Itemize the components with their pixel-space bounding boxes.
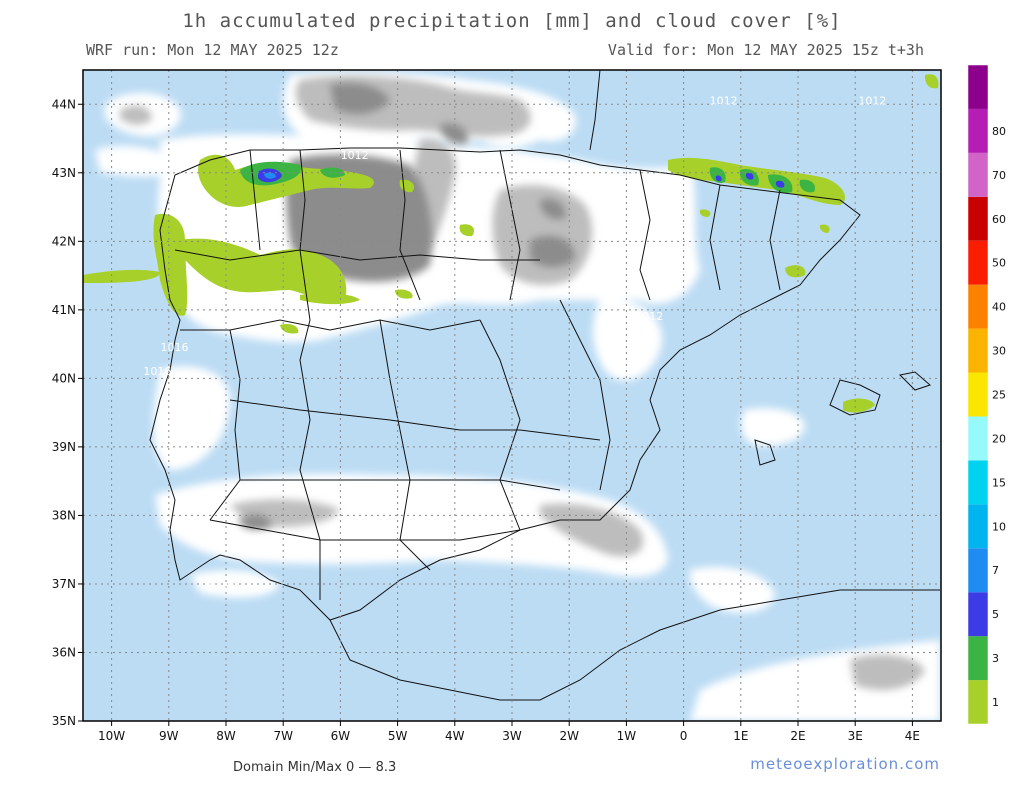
colorbar-segment [968,592,988,637]
colorbar-label: 40 [992,301,1006,314]
colorbar-segment [968,284,988,329]
lat-tick-label: 42N [52,234,76,248]
lat-tick-label: 41N [52,303,76,317]
colorbar-segment [968,504,988,549]
isobar-label: 1012 [710,94,738,107]
isobar-label: 1016 [143,365,171,378]
colorbar-label: 30 [992,345,1006,358]
site-link[interactable]: meteoexploration.com [750,755,940,773]
isobar-label: 1012 [858,94,886,107]
isobar-label: 1016 [161,341,189,354]
lon-tick-label: 0 [680,729,688,743]
domain-minmax-label: Domain Min/Max 0 — 8.3 [233,760,397,775]
valid-time-label: Valid for: Mon 12 MAY 2025 15z t+3h [607,41,924,59]
lat-tick-label: 36N [52,645,76,659]
lon-tick-label: 1E [733,729,748,743]
colorbar-segment [968,152,988,197]
colorbar-segment [968,108,988,153]
lat-tick-label: 35N [52,714,76,728]
colorbar-segment [968,240,988,285]
lon-tick-label: 2W [559,729,579,743]
lat-tick-label: 39N [52,440,76,454]
map-title: 1h accumulated precipitation [mm] and cl… [182,10,842,32]
colorbar-label: 20 [992,432,1006,445]
colorbar-label: 70 [992,169,1006,182]
lon-tick-label: 2E [790,729,805,743]
colorbar-label: 80 [992,125,1006,138]
lat-tick-label: 38N [52,508,76,522]
graticule [83,70,941,721]
colorbar-segment [968,372,988,417]
isobar-label: 1012 [635,310,663,323]
colorbar-segment [968,416,988,461]
colorbar-label: 5 [992,608,999,621]
colorbar-segment [968,548,988,593]
colorbar-segment [968,65,988,109]
lat-tick-label: 43N [52,166,76,180]
colorbar-label: 3 [992,652,999,665]
colorbar-segment [968,680,988,724]
colorbar-label: 25 [992,389,1006,402]
lon-tick-label: 8W [216,729,236,743]
model-run-label: WRF run: Mon 12 MAY 2025 12z [86,41,339,59]
precipitation-colorbar: 1 3 5 7 10 15 20 25 30 40 50 60 70 80 [967,64,1006,725]
latitude-axis: 35N 36N 37N 38N 39N 40N 41N 42N 43N 44N [52,97,83,728]
colorbar-label: 15 [992,476,1006,489]
lon-tick-label: 5W [388,729,408,743]
lon-tick-label: 3E [848,729,863,743]
lon-tick-label: 4W [445,729,465,743]
isobar-labels: 1012 1016 1016 1016 1012 1012 1012 [143,94,886,590]
colorbar-label: 7 [992,564,999,577]
colorbar-segment [968,328,988,373]
lon-tick-label: 10W [98,729,125,743]
lon-tick-label: 7W [273,729,293,743]
lat-tick-label: 40N [52,371,76,385]
lon-tick-label: 6W [331,729,351,743]
lat-tick-label: 44N [52,97,76,111]
isobar-label: 1016 [206,577,234,590]
colorbar-segment [968,460,988,505]
colorbar-segment [968,636,988,681]
lon-tick-label: 9W [159,729,179,743]
colorbar-segment [968,196,988,241]
longitude-axis: 10W 9W 8W 7W 6W 5W 4W 3W 2W 1W 0 1E 2E 3E 4E [98,721,920,743]
colorbar-label: 50 [992,257,1006,270]
isobar-label: 1012 [341,149,369,162]
lat-tick-label: 37N [52,577,76,591]
colorbar-frame [967,64,989,725]
lon-tick-label: 3W [502,729,522,743]
lon-tick-label: 4E [905,729,920,743]
colorbar-label: 60 [992,213,1006,226]
colorbar-label: 10 [992,520,1006,533]
lon-tick-label: 1W [617,729,637,743]
colorbar-label: 1 [992,696,999,709]
